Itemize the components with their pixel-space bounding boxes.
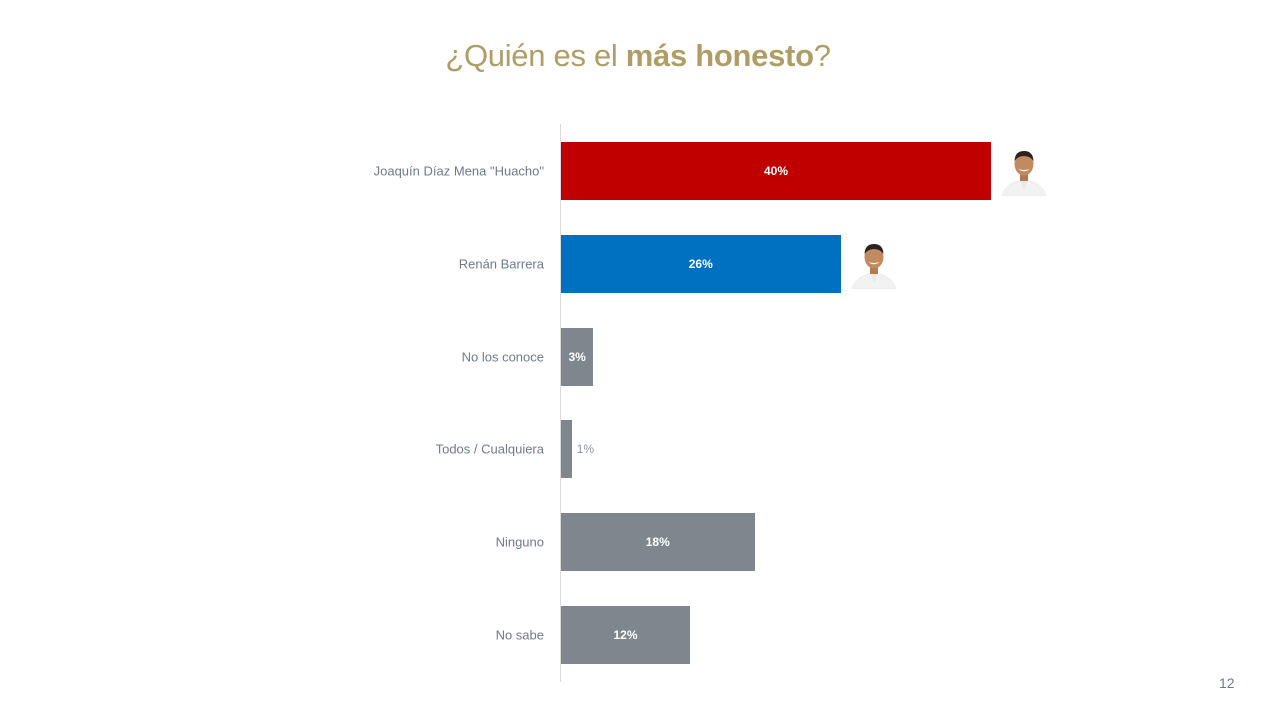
value-label-no-los-conoce: 3% [568,349,586,364]
category-label-no-sabe: No sabe [495,627,544,643]
category-label-todos-cualquiera: Todos / Cualquiera [435,441,544,457]
category-axis-line [560,124,561,682]
title-suffix: ? [813,38,831,73]
bar-todos-cualquiera [561,420,572,479]
category-label-no-los-conoce: No los conoce [461,349,544,365]
title-emphasis: más honesto [625,38,814,73]
value-label-joaquin-diaz-mena-huacho: 40% [763,164,789,178]
chart-title: ¿Quién es el más honesto? [0,38,1276,74]
value-label-no-sabe: 12% [613,628,638,642]
bar-no-los-conoce [561,327,594,386]
value-label-renan-barrera: 26% [688,256,713,271]
value-label-ninguno: 18% [645,535,670,550]
bar-renan-barrera [561,234,841,293]
category-label-joaquin-diaz-mena-huacho: Joaquín Díaz Mena "Huacho" [373,163,544,179]
bar-joaquin-diaz-mena-huacho [561,142,991,200]
bar-no-sabe [561,606,690,664]
candidate-photo-renan-barrera [851,243,896,289]
bar-ninguno [561,513,755,572]
page-number: 12 [1219,675,1235,691]
category-label-ninguno: Ninguno [495,534,544,550]
candidate-photo-joaquin-diaz-mena-huacho [1001,151,1047,196]
title-prefix: ¿Quién es el [445,38,626,73]
value-label-todos-cualquiera: 1% [576,442,595,457]
category-label-renan-barrera: Renán Barrera [458,256,544,272]
